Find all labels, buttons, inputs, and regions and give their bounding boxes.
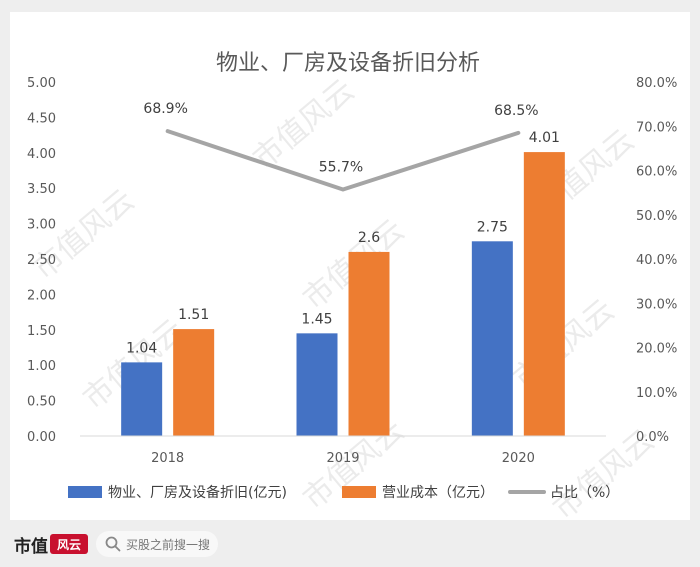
right-axis-tick-label: 80.0% <box>636 76 677 91</box>
bar-series: 1.04 1.51 1.45 2.6 2.75 4.01 <box>121 130 565 437</box>
left-axis-tick-label: 0.50 <box>27 395 56 410</box>
left-axis-tick-label: 2.50 <box>27 253 56 268</box>
right-axis-tick-label: 60.0% <box>636 165 677 180</box>
line-data-label: 68.9% <box>143 101 187 117</box>
line-series-path <box>165 129 521 192</box>
bar <box>348 251 390 436</box>
watermark-text: 市值风云 <box>27 183 141 287</box>
brand-stamp: 风云 <box>50 534 88 554</box>
x-axis: 2018 2019 2020 <box>151 451 535 466</box>
bar-data-label: 1.45 <box>301 311 332 327</box>
right-axis-tick-label: 40.0% <box>636 253 677 268</box>
right-axis-tick-label: 50.0% <box>636 209 677 224</box>
bar-data-label: 1.04 <box>126 340 157 356</box>
left-axis: 0.00 0.50 1.00 1.50 2.00 2.50 3.00 3.50 4.00 4.50… <box>27 76 56 445</box>
brand-name: 市值 <box>14 536 48 557</box>
line-data-label: 68.5% <box>494 103 538 119</box>
right-axis-tick-label: 30.0% <box>636 297 677 312</box>
right-axis-tick-label: 0.0% <box>636 430 669 445</box>
bar-data-label: 4.01 <box>529 130 560 146</box>
bar <box>121 362 163 436</box>
left-axis-tick-label: 3.00 <box>27 218 56 233</box>
legend-label: 营业成本（亿元） <box>382 485 494 501</box>
line-data-label: 55.7% <box>319 160 363 176</box>
left-axis-tick-label: 4.50 <box>27 111 56 126</box>
chart: 市值风云市值风云市值风云市值风云市值风云市值风云市值风云市值风云 物业、厂房及设… <box>27 51 678 520</box>
bar-data-label: 2.6 <box>358 230 380 246</box>
legend-swatch <box>68 486 102 498</box>
search-icon <box>105 536 121 552</box>
chart-card: 市值风云市值风云市值风云市值风云市值风云市值风云市值风云市值风云 物业、厂房及设… <box>10 12 690 520</box>
bar <box>471 241 513 436</box>
brand-logo[interactable]: 市值 风云 <box>14 530 88 558</box>
search-box[interactable]: 买股之前搜一搜 <box>96 531 218 557</box>
bar-data-label: 1.51 <box>178 307 209 323</box>
left-axis-tick-label: 3.50 <box>27 182 56 197</box>
left-axis-tick-label: 2.00 <box>27 288 56 303</box>
chart-title: 物业、厂房及设备折旧分析 <box>216 51 480 76</box>
search-placeholder: 买股之前搜一搜 <box>126 537 211 552</box>
legend-swatch <box>342 486 376 498</box>
right-axis-tick-label: 10.0% <box>636 386 677 401</box>
right-axis-tick-label: 20.0% <box>636 342 677 357</box>
line-series: 68.9% 55.7% 68.5% <box>143 101 539 192</box>
bar <box>173 329 215 436</box>
right-axis: 0.0% 10.0% 20.0% 30.0% 40.0% 50.0% 60.0% 70.0% 8… <box>636 76 677 445</box>
bar <box>523 152 565 437</box>
x-axis-tick-label: 2019 <box>326 451 359 466</box>
left-axis-tick-label: 1.00 <box>27 359 56 374</box>
left-axis-tick-label: 4.00 <box>27 147 56 162</box>
left-axis-tick-label: 0.00 <box>27 430 56 445</box>
left-axis-tick-label: 1.50 <box>27 324 56 339</box>
right-axis-tick-label: 70.0% <box>636 120 677 135</box>
left-axis-tick-label: 5.00 <box>27 76 56 91</box>
legend: 物业、厂房及设备折旧(亿元) 营业成本（亿元） 占比（%） <box>68 484 619 501</box>
bar <box>296 333 338 436</box>
legend-label: 物业、厂房及设备折旧(亿元) <box>108 484 287 501</box>
bar-data-label: 2.75 <box>477 219 508 235</box>
x-axis-tick-label: 2020 <box>502 451 535 466</box>
x-axis-tick-label: 2018 <box>151 451 184 466</box>
footer-bar: 市值 风云 买股之前搜一搜 <box>0 522 700 567</box>
legend-label: 占比（%） <box>550 485 619 501</box>
